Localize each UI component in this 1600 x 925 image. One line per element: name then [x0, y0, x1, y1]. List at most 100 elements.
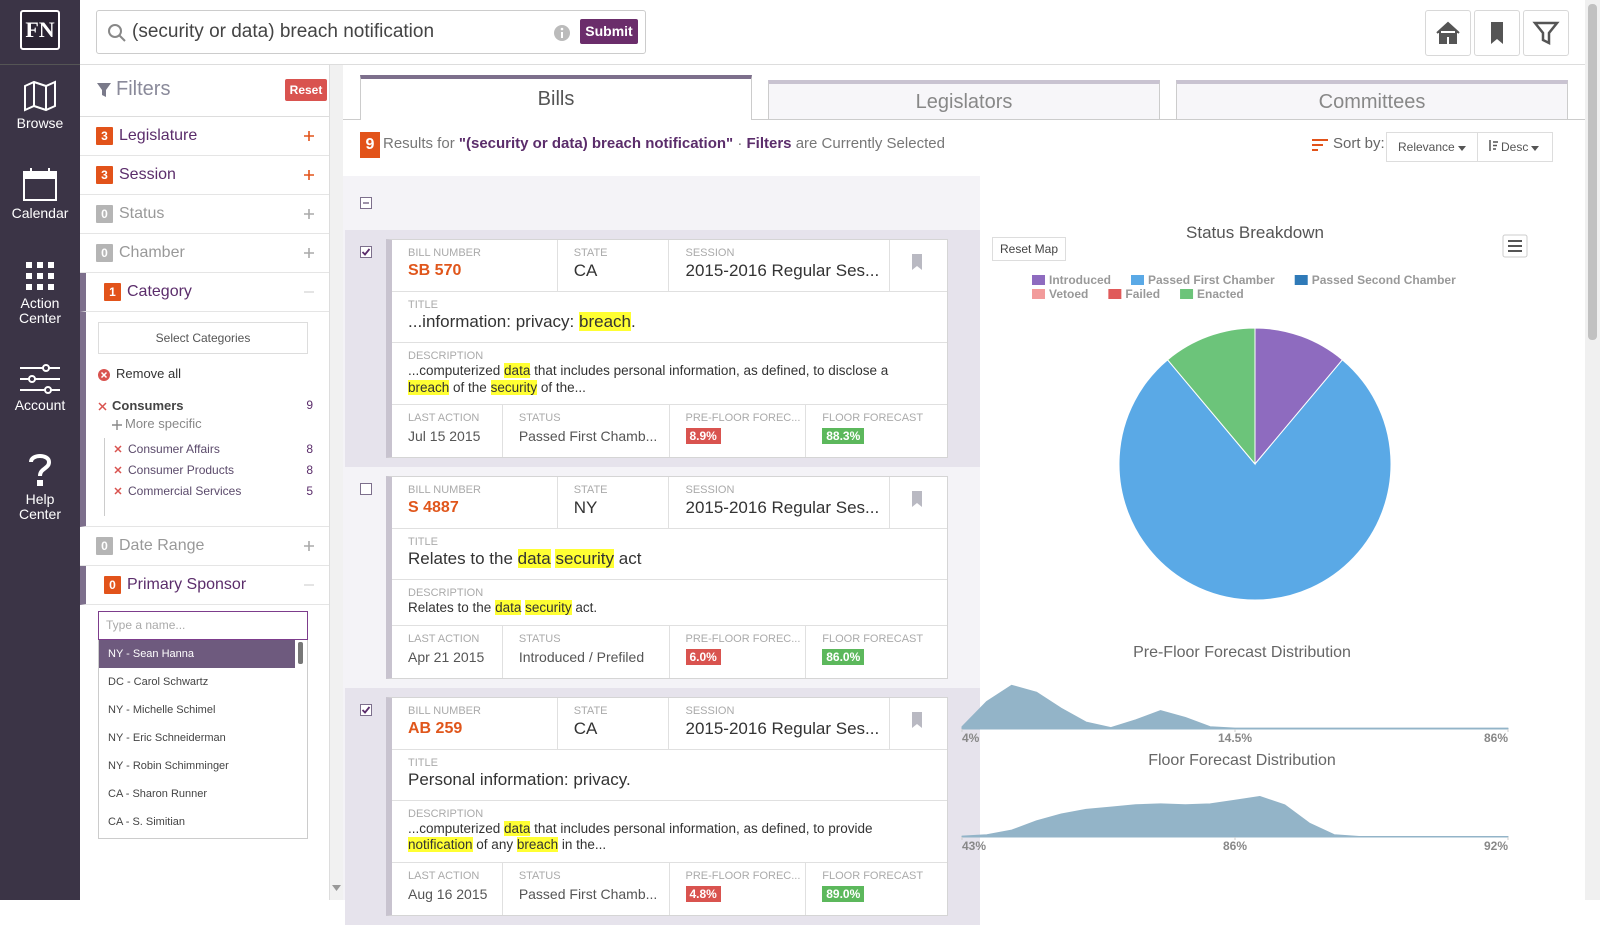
nav-help[interactable]: Help Center — [0, 452, 80, 522]
sponsor-input[interactable]: Type a name... — [98, 611, 308, 640]
filter-group[interactable]: 3 Session — [80, 156, 329, 195]
count-badge: 3 — [96, 166, 113, 184]
order-icon — [1489, 140, 1498, 151]
text: Relates to the — [408, 600, 496, 615]
nav-browse[interactable]: Browse — [0, 80, 80, 131]
cell[interactable] — [890, 698, 947, 749]
group-label: Legislature — [119, 127, 198, 144]
expand-icon — [304, 541, 314, 551]
highlight: data — [517, 549, 551, 568]
filter-group[interactable]: 0 Status — [80, 195, 329, 234]
remove-icon — [98, 369, 110, 381]
checkbox-box — [360, 483, 372, 495]
select-categories[interactable]: Select Categories — [98, 322, 308, 354]
child-name: Consumer Products — [128, 463, 235, 477]
home-button[interactable] — [1425, 10, 1471, 56]
bill-checkbox[interactable] — [360, 483, 372, 495]
funnel-icon — [1532, 21, 1560, 46]
segment-text: Relates to the data security act. — [408, 600, 947, 617]
cell: BILL NUMBER SB 570 — [392, 240, 558, 291]
bookmark-icon — [1491, 22, 1503, 44]
expand-icon — [304, 170, 314, 180]
forecast-badge: 6.0% — [685, 648, 721, 665]
cell: STATE CA — [558, 240, 670, 291]
remove-x[interactable] — [98, 402, 107, 411]
remove-x[interactable] — [114, 466, 122, 474]
category-count: 9 — [306, 398, 313, 412]
sponsor-option[interactable]: CA - Sharon Runner — [108, 788, 208, 800]
chart-menu[interactable] — [1502, 234, 1528, 258]
submit-button[interactable]: Submit — [580, 19, 638, 44]
child-count: 5 — [306, 484, 313, 498]
cell: LAST ACTION Aug 16 2015 — [392, 862, 503, 915]
field-label: BILL NUMBER — [408, 484, 481, 496]
reset-map-button[interactable]: Reset Map — [992, 237, 1066, 261]
search-query: (security or data) breach notification — [132, 21, 435, 42]
field-label: STATUS — [518, 632, 561, 645]
sponsor-option[interactable]: DC - Carol Schwartz — [108, 676, 209, 688]
results-suffix: are Currently Selected — [795, 135, 945, 152]
sponsor-option[interactable]: NY - Eric Schneiderman — [108, 732, 226, 744]
sort-field[interactable]: Relevance — [1386, 132, 1478, 162]
filter-group[interactable]: 1 Category — [80, 273, 329, 312]
filter-group[interactable]: 0 Primary Sponsor — [80, 566, 329, 605]
child-name: Consumer Affairs — [128, 442, 220, 456]
text: that includes personal information, as d… — [530, 363, 889, 378]
remove-x[interactable] — [114, 487, 122, 495]
text: ...information: privacy: — [408, 312, 580, 331]
filter-button[interactable] — [1523, 10, 1569, 56]
group-label: Status — [119, 205, 165, 222]
search-box[interactable]: (security or data) breach notification S… — [96, 10, 646, 54]
remove-all[interactable]: Remove all — [116, 366, 182, 381]
cell: BILL NUMBER S 4887 — [392, 477, 558, 528]
tab-line — [343, 119, 1585, 120]
cell: LAST ACTION Apr 21 2015 — [392, 625, 503, 678]
remove-x[interactable] — [114, 445, 122, 453]
text: of the... — [537, 379, 586, 395]
dropdown-scroll — [298, 642, 303, 664]
nav-account[interactable]: Account — [0, 364, 80, 413]
sort-order[interactable]: Desc — [1477, 132, 1553, 162]
info-icon[interactable] — [553, 24, 571, 42]
filter-group[interactable]: 0 Date Range — [80, 527, 329, 566]
bookmark-shape — [912, 491, 923, 507]
chart-title: Status Breakdown — [1186, 223, 1324, 242]
cell: PRE-FLOOR FOREC... 8.9% — [670, 405, 807, 457]
expand-icon — [304, 248, 314, 258]
tab[interactable]: Legislators — [768, 80, 1160, 119]
cell[interactable] — [890, 240, 947, 291]
collapse-icon — [304, 584, 314, 586]
reset-button[interactable]: Reset — [285, 79, 327, 101]
bill-checkbox[interactable] — [360, 246, 372, 258]
logo[interactable]: FN — [20, 10, 60, 50]
collapse-all[interactable] — [360, 197, 372, 209]
filter-group[interactable]: 0 Chamber — [80, 234, 329, 273]
sponsor-option[interactable]: NY - Michelle Schimel — [108, 704, 216, 716]
density-area — [961, 684, 1509, 730]
bill-checkbox[interactable] — [360, 703, 372, 716]
filters-link[interactable]: Filters — [746, 135, 792, 152]
nav-label: Calendar — [11, 205, 69, 221]
filter-group[interactable]: 3 Legislature — [80, 117, 329, 156]
legend-swatch — [1131, 275, 1144, 285]
results-query: "(security or data) breach notification" — [458, 135, 734, 152]
sponsor-option[interactable]: NY - Robin Schimminger — [108, 760, 229, 772]
bookmark-button[interactable] — [1474, 10, 1520, 56]
field-value: Passed First Chamb... — [518, 428, 658, 444]
card-row: LAST ACTION Aug 16 2015 STATUS Passed First… — [392, 862, 947, 915]
tab[interactable]: Bills — [360, 75, 752, 120]
tab[interactable]: Committees — [1176, 80, 1568, 119]
cell[interactable] — [890, 477, 947, 528]
nav-calendar[interactable]: Calendar — [0, 168, 80, 221]
bookmark-icon — [912, 254, 923, 270]
highlight: security — [490, 379, 538, 395]
results-text: Results for "(security or data) breach n… — [383, 135, 945, 152]
sponsor-option[interactable]: NY - Sean Hanna — [99, 640, 295, 668]
nav-action-center[interactable]: Action Center — [0, 260, 80, 326]
more-specific[interactable]: More specific — [125, 416, 202, 431]
cell: STATUS Passed First Chamb... — [503, 405, 670, 457]
sponsor-option[interactable]: CA - S. Simitian — [108, 816, 186, 828]
group-label: Date Range — [119, 537, 205, 554]
cell: SESSION 2015-2016 Regular Ses... — [669, 477, 891, 528]
funnel-icon — [97, 83, 111, 97]
